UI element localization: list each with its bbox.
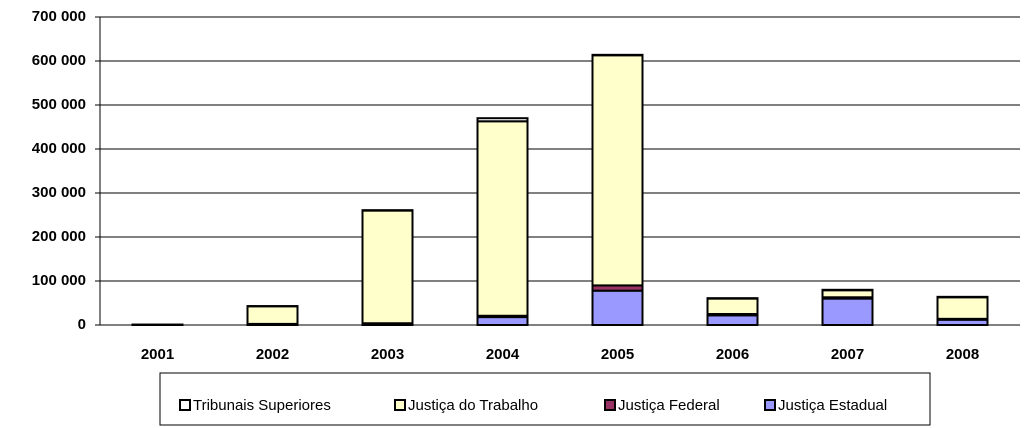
y-tick-label: 700 000 <box>32 8 86 25</box>
bar-segment <box>591 54 644 287</box>
x-tick-label: 2004 <box>486 346 520 363</box>
bar-segment <box>936 296 989 320</box>
bar-segment <box>361 209 414 325</box>
legend-swatch <box>394 399 406 411</box>
x-tick-label: 2006 <box>716 346 749 363</box>
x-tick-label: 2003 <box>371 346 404 363</box>
bar-segment <box>476 120 529 317</box>
legend-label: Justiça do Trabalho <box>408 397 538 414</box>
y-tick-label: 0 <box>78 316 86 333</box>
bar-segment <box>706 297 759 316</box>
bar-segment <box>476 316 529 326</box>
legend-label: Tribunais Superiores <box>193 397 331 414</box>
x-tick-label: 2002 <box>256 346 289 363</box>
bar-segment <box>821 289 874 299</box>
y-tick-label: 100 000 <box>32 272 86 289</box>
x-tick-label: 2005 <box>601 346 634 363</box>
bar-segment <box>591 289 644 326</box>
x-tick-label: 2001 <box>141 346 174 363</box>
x-tick-label: 2008 <box>946 346 979 363</box>
y-tick-label: 600 000 <box>32 52 86 69</box>
bar-segment <box>821 297 874 327</box>
y-tick-label: 300 000 <box>32 184 86 201</box>
legend-box <box>159 372 931 426</box>
legend-label: Justiça Estadual <box>778 397 887 414</box>
legend-swatch <box>179 399 191 411</box>
x-tick-label: 2007 <box>831 346 864 363</box>
legend-swatch <box>604 399 616 411</box>
legend-label: Justiça Federal <box>618 397 720 414</box>
bar-segment <box>246 305 299 325</box>
legend-swatch <box>764 399 776 411</box>
y-tick-label: 200 000 <box>32 228 86 245</box>
y-tick-label: 500 000 <box>32 96 86 113</box>
bar-segment <box>476 117 529 123</box>
bar-segment <box>706 314 759 327</box>
y-tick-label: 400 000 <box>32 140 86 157</box>
